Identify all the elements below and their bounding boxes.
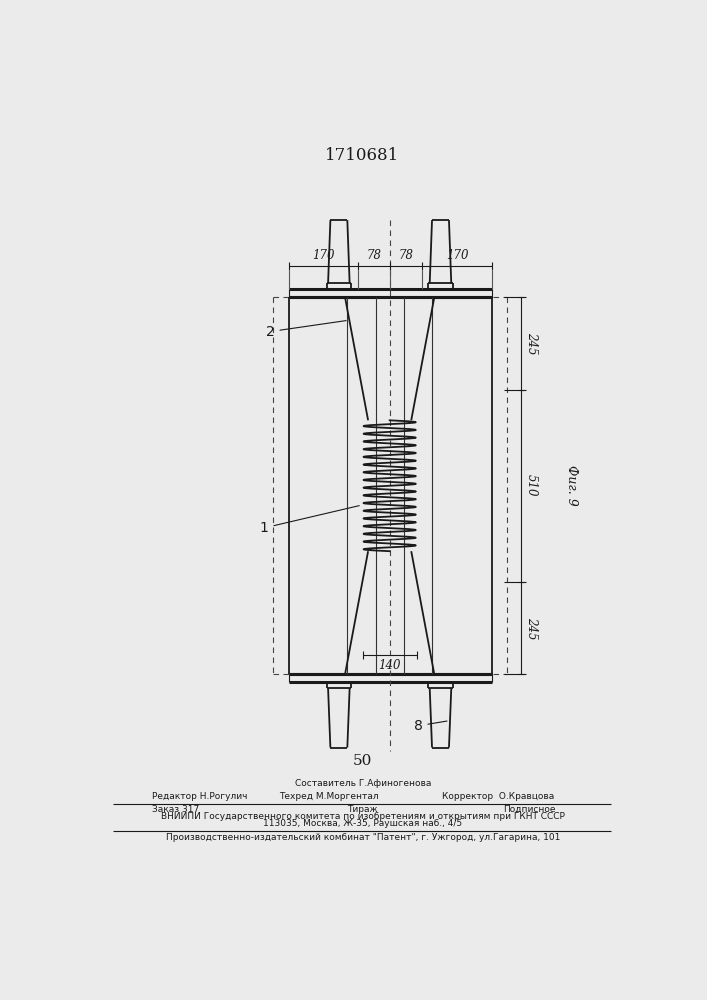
Text: 245: 245 [525,617,538,639]
Text: 170: 170 [446,249,469,262]
Text: 113035, Москва, Ж-35, Раушская наб., 4/5: 113035, Москва, Ж-35, Раушская наб., 4/5 [263,819,462,828]
Text: ВНИИПИ Государственного комитета по изобретениям и открытиям при ГКНТ СССР: ВНИИПИ Государственного комитета по изоб… [160,812,565,821]
Text: Техред М.Моргентал: Техред М.Моргентал [279,792,379,801]
Text: Корректор  О.Кравцова: Корректор О.Кравцова [442,792,554,801]
Text: Составитель Г.Афиногенова: Составитель Г.Афиногенова [295,779,431,788]
Text: 78: 78 [399,249,414,262]
Text: 2: 2 [266,321,346,339]
Text: 50: 50 [353,754,372,768]
Text: Заказ 317: Заказ 317 [152,805,199,814]
Text: 78: 78 [367,249,382,262]
Text: Фиг. 9: Фиг. 9 [565,465,578,506]
Text: 1710681: 1710681 [325,147,399,164]
Text: 510: 510 [525,475,538,497]
Text: Подписное: Подписное [503,805,555,814]
Text: Производственно-издательский комбинат "Патент", г. Ужгород, ул.Гагарина, 101: Производственно-издательский комбинат "П… [165,833,560,842]
Text: 140: 140 [378,659,401,672]
Text: 170: 170 [312,249,335,262]
Text: 245: 245 [525,332,538,355]
Text: Редактор Н.Рогулич: Редактор Н.Рогулич [152,792,247,801]
Text: 1: 1 [259,506,359,535]
Text: 8: 8 [414,719,447,733]
Text: Тираж: Тираж [347,805,378,814]
